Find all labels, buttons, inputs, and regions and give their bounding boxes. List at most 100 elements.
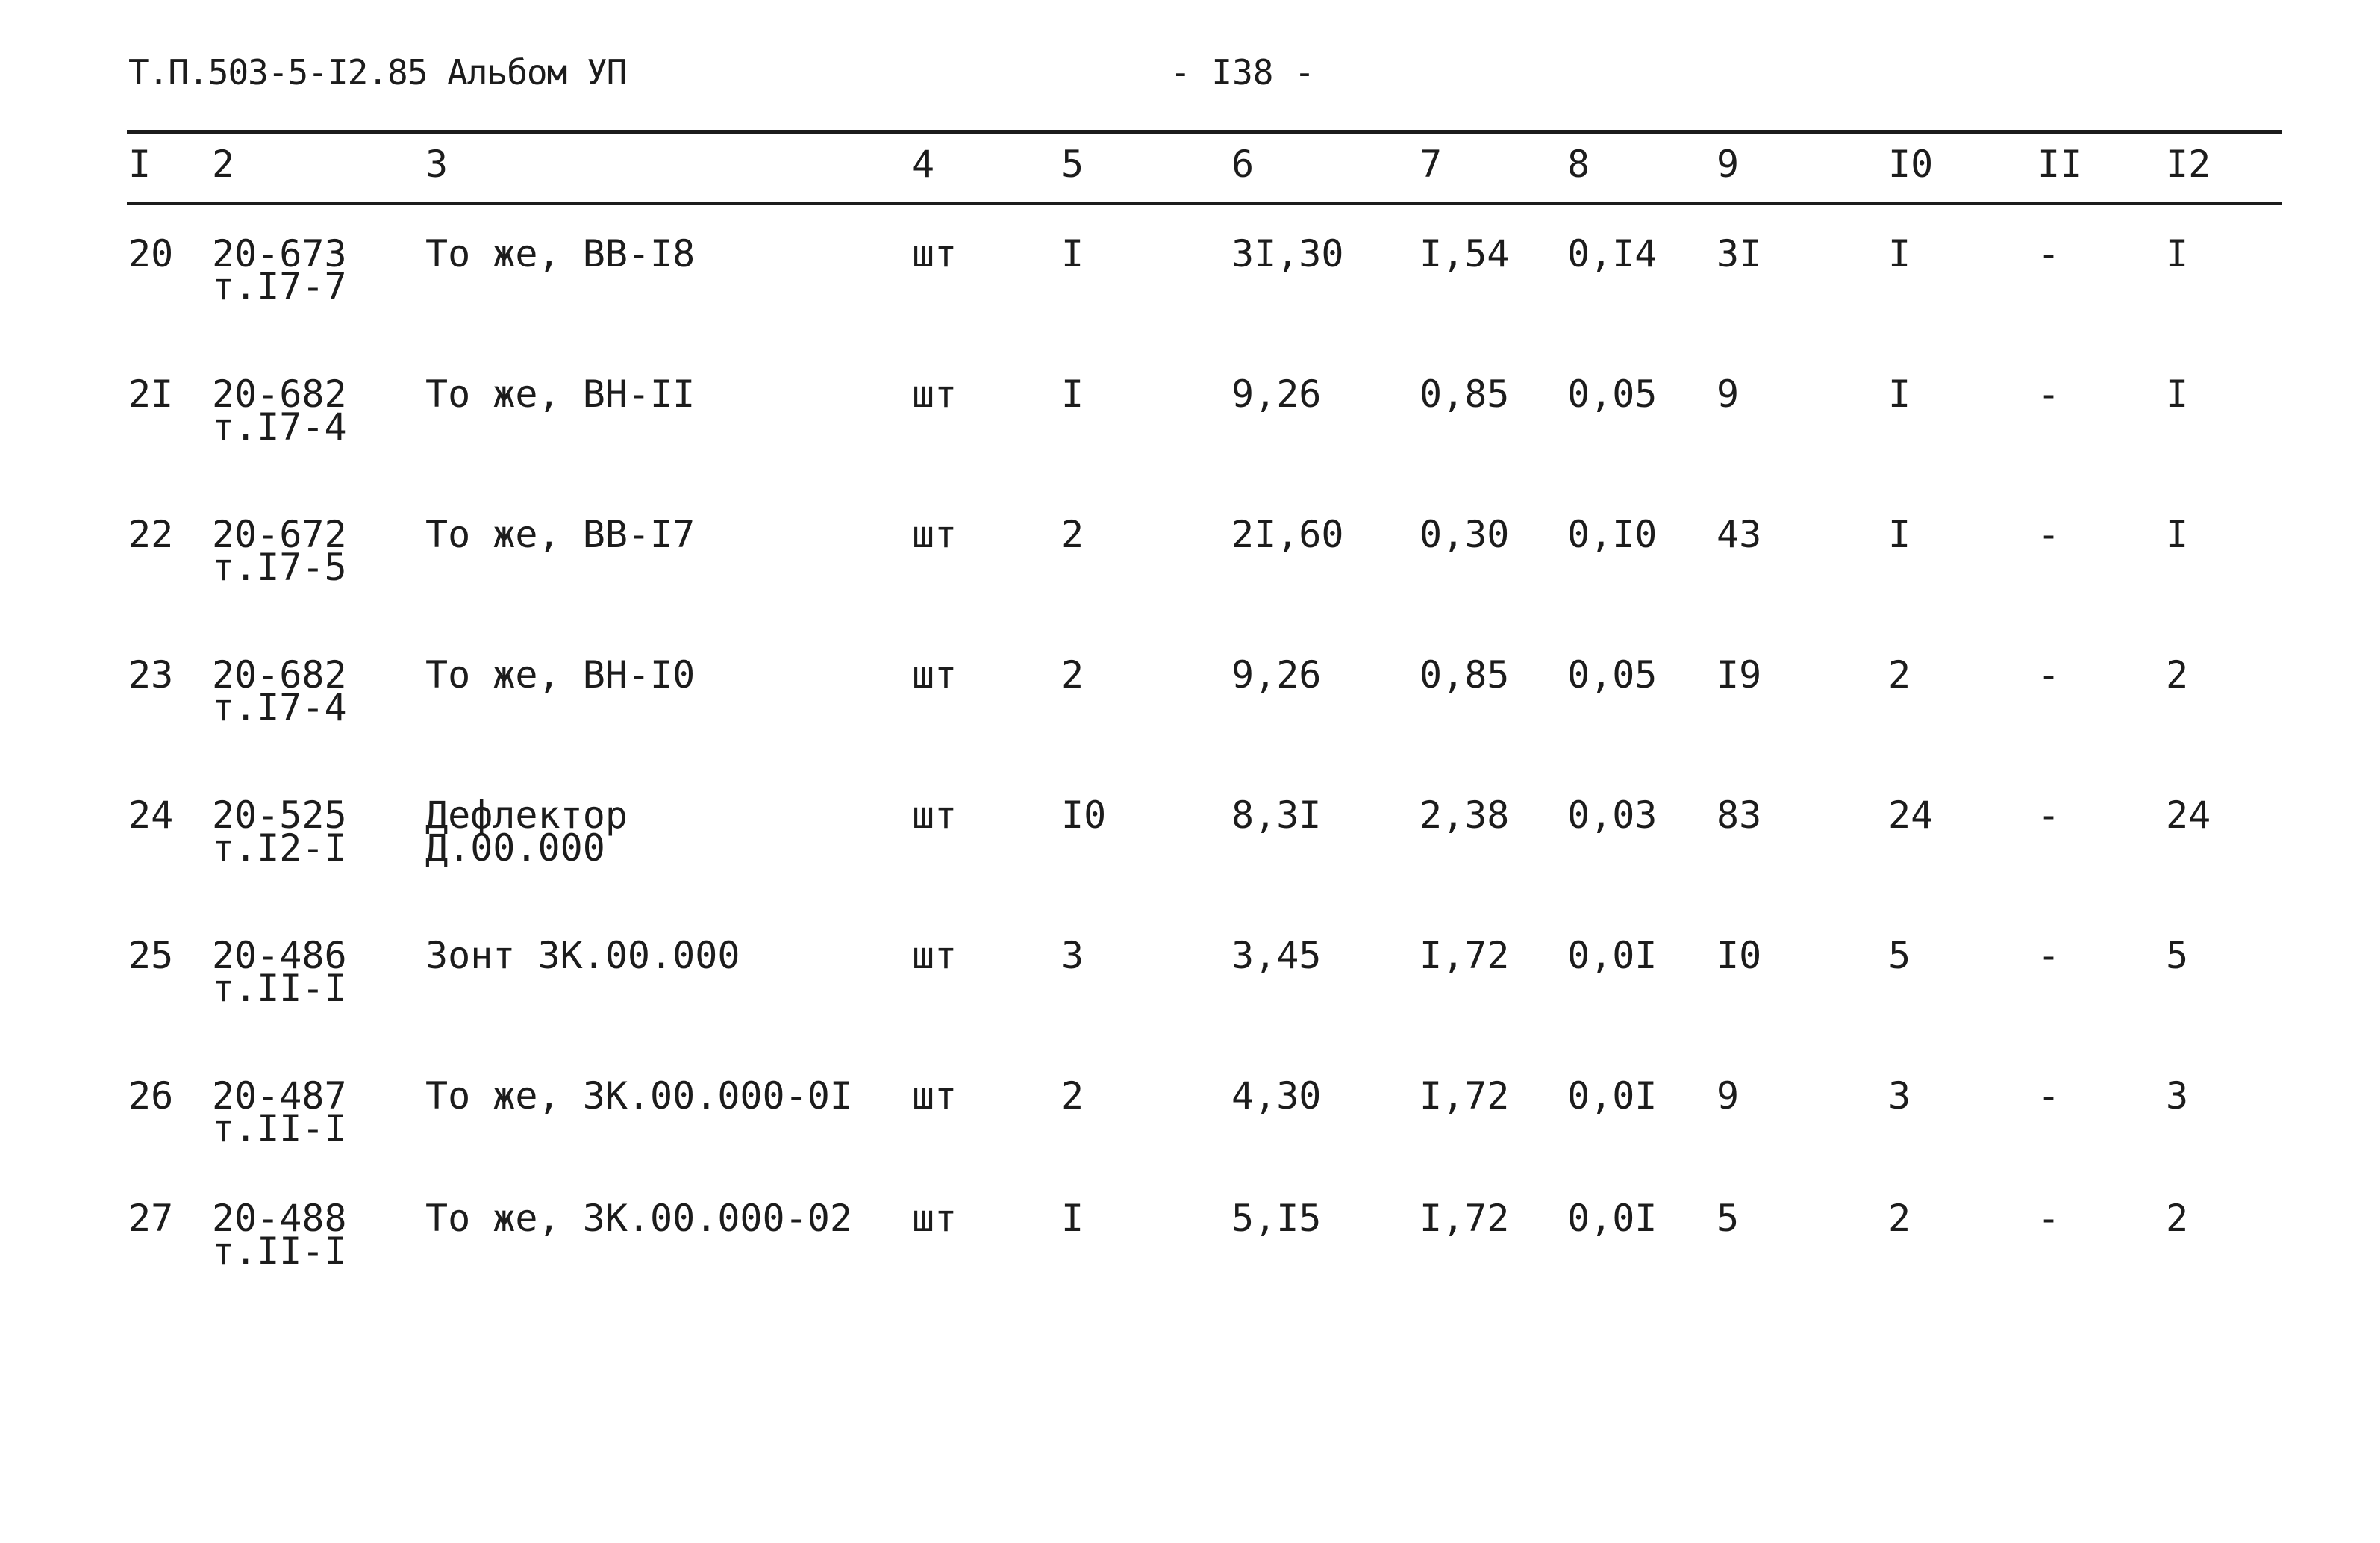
cell-c7: I,72 bbox=[1419, 934, 1510, 977]
cell-c8: 0,05 bbox=[1567, 653, 1658, 696]
cell-c10: 2 bbox=[1888, 653, 1911, 696]
column-header-4: 4 bbox=[912, 143, 935, 186]
column-header-1: I bbox=[128, 143, 152, 186]
cell-c12: 3 bbox=[2166, 1074, 2189, 1117]
cell-c8: 0,03 bbox=[1567, 794, 1658, 837]
cell-c6: 4,30 bbox=[1231, 1074, 1322, 1117]
page-number: - I38 - bbox=[1170, 52, 1315, 93]
cell-c6: 9,26 bbox=[1231, 653, 1322, 696]
cell-c12: 2 bbox=[2166, 653, 2189, 696]
cell-c5: I bbox=[1061, 372, 1084, 416]
cell-c8: 0,0I bbox=[1567, 934, 1658, 977]
cell-c10: 3 bbox=[1888, 1074, 1911, 1117]
cell-ref: т.II-I bbox=[212, 1107, 347, 1150]
cell-c12: I bbox=[2166, 232, 2189, 275]
cell-c9: I0 bbox=[1717, 934, 1762, 977]
cell-ref: т.II-I bbox=[212, 967, 347, 1010]
cell-c12: 24 bbox=[2166, 794, 2211, 837]
cell-c11: - bbox=[2037, 934, 2061, 977]
cell-name: То же, ЗК.00.000-0I bbox=[425, 1074, 852, 1117]
cell-c10: I bbox=[1888, 372, 1911, 416]
cell-ref: т.I7-5 bbox=[212, 546, 347, 589]
header-bottom-rule bbox=[127, 202, 2282, 205]
cell-c7: 0,85 bbox=[1419, 653, 1510, 696]
cell-unit: шт bbox=[912, 794, 958, 837]
cell-code: 20-682 bbox=[212, 372, 347, 416]
cell-c5: 2 bbox=[1061, 513, 1084, 556]
cell-no: 2I bbox=[128, 372, 174, 416]
cell-c5: I0 bbox=[1061, 794, 1107, 837]
cell-c9: I9 bbox=[1717, 653, 1762, 696]
cell-c8: 0,0I bbox=[1567, 1197, 1658, 1240]
cell-c11: - bbox=[2037, 232, 2061, 275]
cell-unit: шт bbox=[912, 513, 958, 556]
cell-code: 20-525 bbox=[212, 794, 347, 837]
cell-ref: т.I7-7 bbox=[212, 265, 347, 308]
cell-unit: шт bbox=[912, 653, 958, 696]
cell-name: То же, ЗК.00.000-02 bbox=[425, 1197, 852, 1240]
cell-no: 20 bbox=[128, 232, 174, 275]
cell-c5: I bbox=[1061, 1197, 1084, 1240]
cell-c11: - bbox=[2037, 1197, 2061, 1240]
cell-name: Зонт ЗК.00.000 bbox=[425, 934, 740, 977]
cell-c6: 3,45 bbox=[1231, 934, 1322, 977]
cell-code: 20-673 bbox=[212, 232, 347, 275]
cell-ref: т.I7-4 bbox=[212, 686, 347, 729]
cell-c7: I,54 bbox=[1419, 232, 1510, 275]
cell-c6: 9,26 bbox=[1231, 372, 1322, 416]
cell-unit: шт bbox=[912, 1197, 958, 1240]
cell-code: 20-486 bbox=[212, 934, 347, 977]
cell-c5: 2 bbox=[1061, 653, 1084, 696]
cell-c8: 0,05 bbox=[1567, 372, 1658, 416]
cell-no: 27 bbox=[128, 1197, 174, 1240]
cell-c11: - bbox=[2037, 1074, 2061, 1117]
cell-c7: 0,30 bbox=[1419, 513, 1510, 556]
cell-c10: I bbox=[1888, 513, 1911, 556]
column-header-7: 7 bbox=[1419, 143, 1443, 186]
cell-c11: - bbox=[2037, 513, 2061, 556]
column-header-12: I2 bbox=[2166, 143, 2211, 186]
column-header-3: 3 bbox=[425, 143, 449, 186]
column-header-9: 9 bbox=[1717, 143, 1740, 186]
cell-c10: 5 bbox=[1888, 934, 1911, 977]
cell-c12: 5 bbox=[2166, 934, 2189, 977]
cell-c6: 2I,60 bbox=[1231, 513, 1344, 556]
cell-c10: I bbox=[1888, 232, 1911, 275]
cell-c7: 0,85 bbox=[1419, 372, 1510, 416]
cell-code: 20-682 bbox=[212, 653, 347, 696]
column-header-11: II bbox=[2037, 143, 2083, 186]
cell-c6: 8,3I bbox=[1231, 794, 1322, 837]
cell-c9: 83 bbox=[1717, 794, 1762, 837]
cell-c11: - bbox=[2037, 653, 2061, 696]
cell-name: То же, ВН-I0 bbox=[425, 653, 696, 696]
cell-c8: 0,I4 bbox=[1567, 232, 1658, 275]
cell-c9: 3I bbox=[1717, 232, 1762, 275]
cell-unit: шт bbox=[912, 1074, 958, 1117]
cell-c11: - bbox=[2037, 372, 2061, 416]
cell-c5: 3 bbox=[1061, 934, 1084, 977]
cell-c8: 0,I0 bbox=[1567, 513, 1658, 556]
cell-no: 25 bbox=[128, 934, 174, 977]
cell-c6: 3I,30 bbox=[1231, 232, 1344, 275]
cell-c5: I bbox=[1061, 232, 1084, 275]
cell-c7: I,72 bbox=[1419, 1074, 1510, 1117]
cell-c6: 5,I5 bbox=[1231, 1197, 1322, 1240]
cell-c9: 9 bbox=[1717, 372, 1740, 416]
cell-c12: I bbox=[2166, 372, 2189, 416]
cell-no: 24 bbox=[128, 794, 174, 837]
cell-code: 20-487 bbox=[212, 1074, 347, 1117]
cell-c9: 9 bbox=[1717, 1074, 1740, 1117]
column-header-2: 2 bbox=[212, 143, 235, 186]
cell-unit: шт bbox=[912, 934, 958, 977]
cell-c7: 2,38 bbox=[1419, 794, 1510, 837]
cell-name-continued: Д.00.000 bbox=[425, 826, 605, 870]
column-header-8: 8 bbox=[1567, 143, 1590, 186]
cell-name: То же, ВН-II bbox=[425, 372, 696, 416]
cell-name: То же, ВВ-I7 bbox=[425, 513, 696, 556]
cell-c10: 2 bbox=[1888, 1197, 1911, 1240]
cell-no: 22 bbox=[128, 513, 174, 556]
cell-c8: 0,0I bbox=[1567, 1074, 1658, 1117]
column-header-6: 6 bbox=[1231, 143, 1255, 186]
cell-name: Дефлектор bbox=[425, 794, 628, 837]
column-header-10: I0 bbox=[1888, 143, 1934, 186]
